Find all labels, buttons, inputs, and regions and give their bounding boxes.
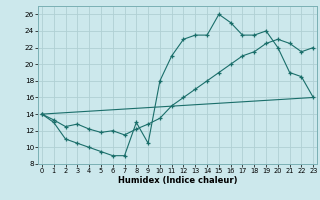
X-axis label: Humidex (Indice chaleur): Humidex (Indice chaleur) <box>118 176 237 185</box>
